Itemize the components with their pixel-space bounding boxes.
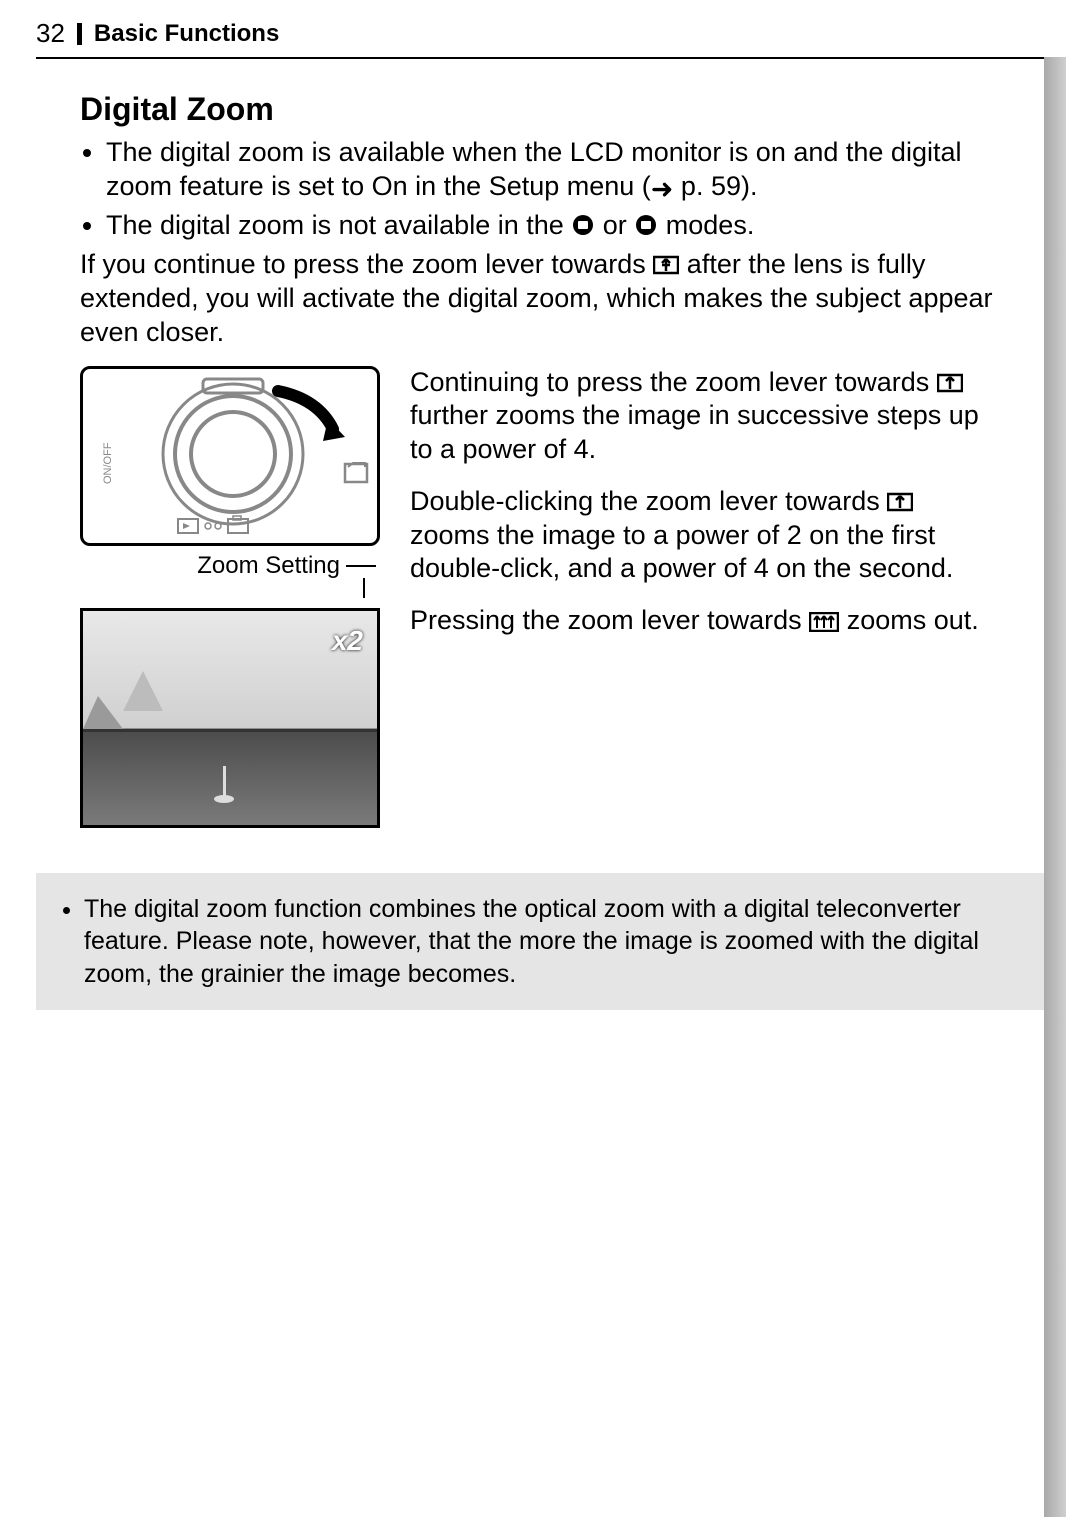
zoom-setting-label-row: Zoom Setting [80,552,380,580]
note-list: The digital zoom function combines the o… [64,893,1016,991]
desc-p1: Continuing to press the zoom lever towar… [410,366,1000,467]
figure-column: ON/OFF Zoom Setting [80,366,380,828]
mode-icon [634,213,658,237]
bullet-2: The digital zoom is not available in the… [106,209,1000,243]
header-divider [77,23,82,45]
section-label: Basic Functions [94,20,279,48]
wide-icon [809,612,839,632]
description-column: Continuing to press the zoom lever towar… [410,366,1000,656]
bullet-1: The digital zoom is available when the L… [106,136,1000,207]
zoom-setting-leader [346,565,376,567]
figure-row: ON/OFF Zoom Setting [80,366,1000,828]
tele-icon [887,491,913,513]
note-box: The digital zoom function combines the o… [36,873,1044,1011]
arrow-right-icon: ➜ [651,173,674,207]
camera-svg: ON/OFF [83,369,377,543]
mode-icon [571,213,595,237]
tele-icon [653,254,679,276]
zoom-setting-label: Zoom Setting [197,552,340,580]
leader-line-vertical [363,578,365,598]
camera-diagram: ON/OFF [80,366,380,546]
manual-page: 32 Basic Functions Digital Zoom The digi… [0,0,1080,1521]
page-header: 32 Basic Functions [0,0,1080,57]
note-item: The digital zoom function combines the o… [84,893,1016,991]
content-area: Digital Zoom The digital zoom is availab… [0,59,1080,828]
desc-p2: Double-clicking the zoom lever towards z… [410,485,1000,586]
tele-icon [937,372,963,394]
page-number: 32 [36,18,65,49]
lcd-screenshot: x2 [80,608,380,828]
intro-paragraph: If you continue to press the zoom lever … [80,248,1000,349]
intro-bullets: The digital zoom is available when the L… [80,136,1000,242]
page-title: Digital Zoom [80,91,1000,128]
svg-text:ON/OFF: ON/OFF [102,442,114,484]
page-shadow [1044,57,1066,1517]
zoom-factor-badge: x2 [332,625,363,657]
desc-p3: Pressing the zoom lever towards zooms ou… [410,604,1000,638]
